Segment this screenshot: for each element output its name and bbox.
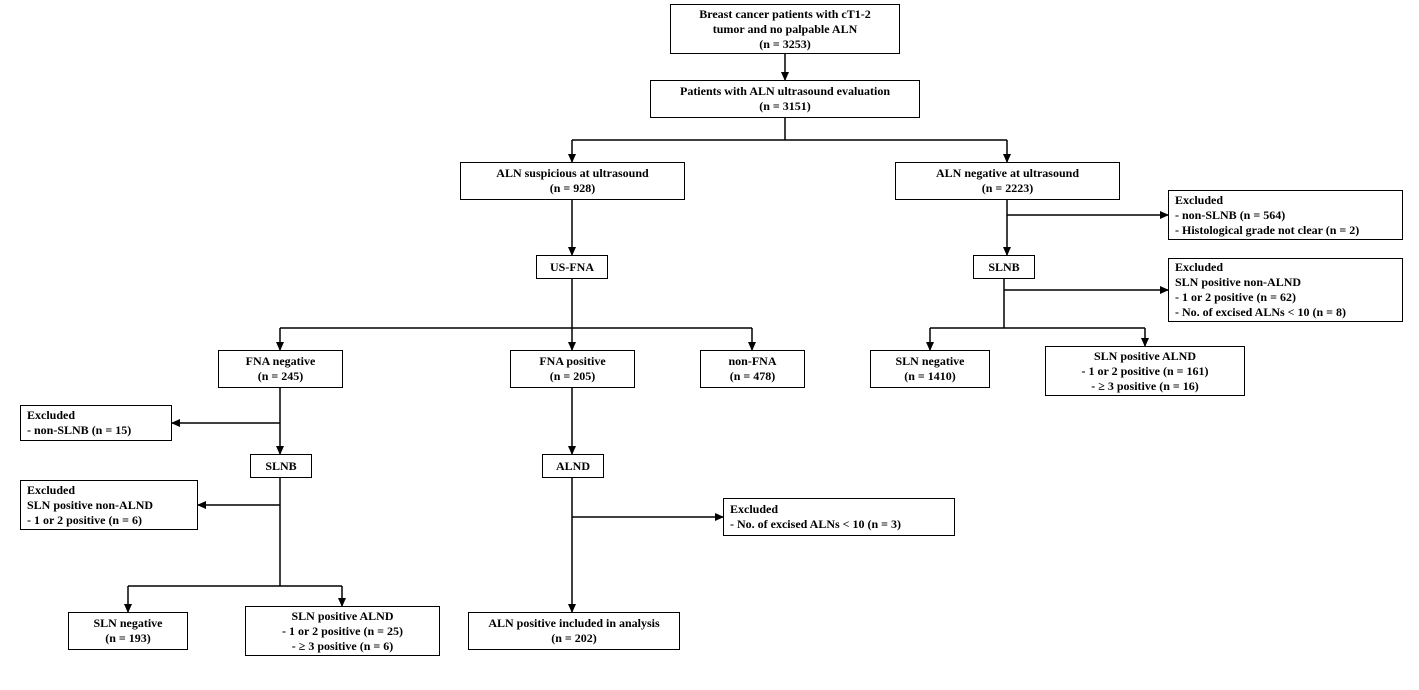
text: SLNB [980,260,1028,275]
node-sln-neg-right: SLN negative (n = 1410) [870,350,990,388]
text: Excluded [1175,193,1396,208]
text: (n = 205) [517,369,628,384]
node-sln-pos-alnd-left: SLN positive ALND - 1 or 2 positive (n =… [245,606,440,656]
node-alnd: ALND [542,454,604,478]
text: - Histological grade not clear (n = 2) [1175,223,1396,238]
node-aln-pos-analysis: ALN positive included in analysis (n = 2… [468,612,680,650]
node-slnb-left: SLNB [250,454,312,478]
text: SLN positive ALND [1052,349,1238,364]
node-excluded-7b: Excluded - No. of excised ALNs < 10 (n =… [723,498,955,536]
text: SLN negative [75,616,181,631]
text: non-FNA [707,354,798,369]
text: (n = 2223) [902,181,1113,196]
text: SLN positive non-ALND [27,498,191,513]
text: (n = 478) [707,369,798,384]
text: ALN positive included in analysis [475,616,673,631]
node-start: Breast cancer patients with cT1-2 tumor … [670,4,900,54]
text: Excluded [27,483,191,498]
text: SLN positive non-ALND [1175,275,1396,290]
text: (n = 3151) [657,99,913,114]
text: - No. of excised ALNs < 10 (n = 8) [1175,305,1396,320]
node-slnb-right: SLNB [973,255,1035,279]
text: tumor and no palpable ALN [677,22,893,37]
node-non-fna: non-FNA (n = 478) [700,350,805,388]
text: ALN negative at ultrasound [902,166,1113,181]
text: - 1 or 2 positive (n = 25) [252,624,433,639]
text: (n = 245) [225,369,336,384]
text: - 1 or 2 positive (n = 6) [27,513,191,528]
text: - No. of excised ALNs < 10 (n = 3) [730,517,948,532]
text: FNA positive [517,354,628,369]
node-sln-pos-alnd-right: SLN positive ALND - 1 or 2 positive (n =… [1045,346,1245,396]
text: (n = 1410) [877,369,983,384]
text: - ≥ 3 positive (n = 16) [1052,379,1238,394]
node-usfna: US-FNA [536,255,608,279]
text: - non-SLNB (n = 564) [1175,208,1396,223]
text: ALND [549,459,597,474]
node-excluded-4b: Excluded SLN positive non-ALND - 1 or 2 … [1168,258,1403,322]
text: SLN positive ALND [252,609,433,624]
text: - 1 or 2 positive (n = 62) [1175,290,1396,305]
node-excluded-4a: Excluded - non-SLNB (n = 564) - Histolog… [1168,190,1403,240]
text: (n = 193) [75,631,181,646]
node-sln-neg-left: SLN negative (n = 193) [68,612,188,650]
text: (n = 3253) [677,37,893,52]
text: - 1 or 2 positive (n = 161) [1052,364,1238,379]
text: Excluded [730,502,948,517]
text: Excluded [1175,260,1396,275]
node-excluded-6a: Excluded - non-SLNB (n = 15) [20,405,172,441]
node-fna-neg: FNA negative (n = 245) [218,350,343,388]
text: (n = 928) [467,181,678,196]
node-aln-suspicious: ALN suspicious at ultrasound (n = 928) [460,162,685,200]
text: US-FNA [543,260,601,275]
text: (n = 202) [475,631,673,646]
node-aln-negative: ALN negative at ultrasound (n = 2223) [895,162,1120,200]
node-fna-pos: FNA positive (n = 205) [510,350,635,388]
text: SLN negative [877,354,983,369]
text: FNA negative [225,354,336,369]
text: Excluded [27,408,165,423]
text: Breast cancer patients with cT1-2 [677,7,893,22]
text: - non-SLNB (n = 15) [27,423,165,438]
text: Patients with ALN ultrasound evaluation [657,84,913,99]
text: SLNB [257,459,305,474]
node-us-eval: Patients with ALN ultrasound evaluation … [650,80,920,118]
text: - ≥ 3 positive (n = 6) [252,639,433,654]
text: ALN suspicious at ultrasound [467,166,678,181]
node-excluded-7a: Excluded SLN positive non-ALND - 1 or 2 … [20,480,198,530]
